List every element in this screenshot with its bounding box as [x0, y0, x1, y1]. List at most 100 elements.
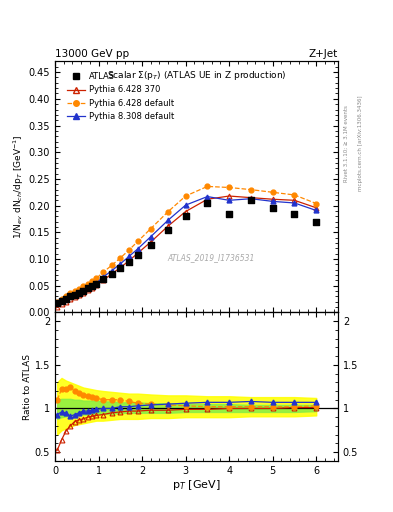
Line: Pythia 6.428 default: Pythia 6.428 default [55, 184, 319, 304]
Pythia 6.428 default [90, 279, 94, 285]
Pythia 6.428 370 [72, 294, 77, 300]
ATLAS [67, 292, 73, 301]
Pythia 6.428 370 [127, 258, 131, 264]
Pythia 8.308 default [149, 233, 153, 240]
Pythia 6.428 default [149, 226, 153, 232]
Pythia 8.308 default [183, 202, 188, 208]
Pythia 8.308 default [292, 200, 297, 206]
ATLAS [54, 299, 61, 307]
Pythia 8.308 default [109, 268, 114, 274]
Pythia 8.308 default [85, 285, 90, 291]
ATLAS [182, 212, 189, 221]
Pythia 6.428 default [292, 192, 297, 198]
ATLAS [134, 251, 141, 260]
Pythia 6.428 default [248, 186, 253, 193]
ATLAS [72, 291, 78, 299]
Pythia 6.428 default [59, 295, 64, 302]
ATLAS [76, 289, 82, 297]
ATLAS [248, 196, 254, 204]
ATLAS [270, 204, 276, 212]
Pythia 6.428 370 [90, 285, 94, 291]
Text: mcplots.cern.ch [arXiv:1306.3436]: mcplots.cern.ch [arXiv:1306.3436] [358, 96, 363, 191]
ATLAS [100, 275, 106, 284]
Line: Pythia 6.428 370: Pythia 6.428 370 [55, 194, 319, 310]
Legend: ATLAS, Pythia 6.428 370, Pythia 6.428 default, Pythia 8.308 default: ATLAS, Pythia 6.428 370, Pythia 6.428 de… [64, 69, 178, 124]
ATLAS [93, 280, 99, 288]
Pythia 6.428 default [205, 183, 210, 189]
Pythia 6.428 default [72, 288, 77, 294]
Pythia 6.428 370 [135, 250, 140, 256]
Pythia 6.428 370 [183, 208, 188, 215]
Pythia 6.428 default [94, 275, 99, 282]
ATLAS [291, 209, 298, 218]
Pythia 6.428 default [183, 193, 188, 199]
Pythia 8.308 default [55, 301, 60, 307]
Pythia 6.428 default [68, 290, 73, 296]
Pythia 8.308 default [68, 293, 73, 300]
Pythia 8.308 default [248, 196, 253, 202]
Text: ATLAS_2019_I1736531: ATLAS_2019_I1736531 [167, 253, 254, 262]
ATLAS [108, 270, 115, 278]
Pythia 8.308 default [314, 207, 319, 214]
Pythia 6.428 370 [68, 296, 73, 302]
Pythia 8.308 default [77, 289, 81, 295]
X-axis label: p$_T$ [GeV]: p$_T$ [GeV] [172, 478, 221, 493]
Pythia 6.428 default [85, 281, 90, 287]
Pythia 6.428 default [314, 200, 319, 206]
Pythia 6.428 default [101, 269, 105, 275]
Pythia 6.428 370 [227, 193, 231, 199]
Pythia 6.428 default [77, 286, 81, 292]
Pythia 6.428 370 [81, 290, 86, 296]
Pythia 6.428 370 [77, 292, 81, 298]
Pythia 6.428 370 [270, 196, 275, 202]
Y-axis label: 1/N$_{ev}$ dN$_{ch}$/dp$_T$ [GeV$^{-1}$]: 1/N$_{ev}$ dN$_{ch}$/dp$_T$ [GeV$^{-1}$] [11, 135, 26, 239]
Pythia 8.308 default [205, 194, 210, 200]
Pythia 8.308 default [118, 261, 123, 267]
Pythia 6.428 370 [149, 239, 153, 245]
Text: Z+Jet: Z+Jet [309, 49, 338, 59]
ATLAS [89, 282, 95, 290]
Pythia 6.428 370 [314, 205, 319, 211]
Text: Scalar Σ(p$_T$) (ATLAS UE in Z production): Scalar Σ(p$_T$) (ATLAS UE in Z productio… [107, 69, 286, 82]
Pythia 6.428 370 [205, 196, 210, 202]
ATLAS [148, 241, 154, 249]
Pythia 6.428 370 [292, 197, 297, 203]
Pythia 8.308 default [127, 253, 131, 260]
Pythia 6.428 default [64, 293, 68, 299]
ATLAS [226, 209, 232, 218]
ATLAS [59, 296, 65, 305]
Pythia 6.428 370 [59, 302, 64, 308]
Pythia 6.428 default [55, 298, 60, 305]
Pythia 6.428 default [109, 262, 114, 268]
Pythia 6.428 370 [101, 278, 105, 284]
Pythia 6.428 default [270, 189, 275, 196]
Pythia 8.308 default [101, 274, 105, 280]
ATLAS [80, 287, 86, 295]
Pythia 6.428 default [127, 247, 131, 253]
ATLAS [117, 264, 123, 272]
Pythia 6.428 default [227, 184, 231, 190]
Pythia 8.308 default [270, 198, 275, 204]
Pythia 8.308 default [90, 283, 94, 289]
Pythia 8.308 default [135, 246, 140, 252]
Pythia 8.308 default [59, 297, 64, 304]
Pythia 8.308 default [94, 280, 99, 286]
Pythia 6.428 370 [248, 195, 253, 201]
Pythia 6.428 370 [109, 271, 114, 277]
ATLAS [165, 226, 171, 234]
Text: 13000 GeV pp: 13000 GeV pp [55, 49, 129, 59]
Pythia 6.428 default [81, 283, 86, 289]
Pythia 6.428 370 [94, 282, 99, 288]
Line: Pythia 8.308 default: Pythia 8.308 default [55, 194, 319, 306]
Pythia 6.428 370 [64, 298, 68, 305]
Pythia 6.428 default [118, 255, 123, 261]
Pythia 8.308 default [81, 287, 86, 293]
ATLAS [126, 258, 132, 266]
Y-axis label: Ratio to ATLAS: Ratio to ATLAS [23, 354, 32, 420]
Pythia 6.428 370 [118, 265, 123, 271]
ATLAS [84, 284, 91, 292]
Pythia 6.428 370 [55, 304, 60, 310]
Pythia 6.428 default [135, 239, 140, 245]
ATLAS [313, 218, 320, 226]
Pythia 8.308 default [227, 197, 231, 203]
